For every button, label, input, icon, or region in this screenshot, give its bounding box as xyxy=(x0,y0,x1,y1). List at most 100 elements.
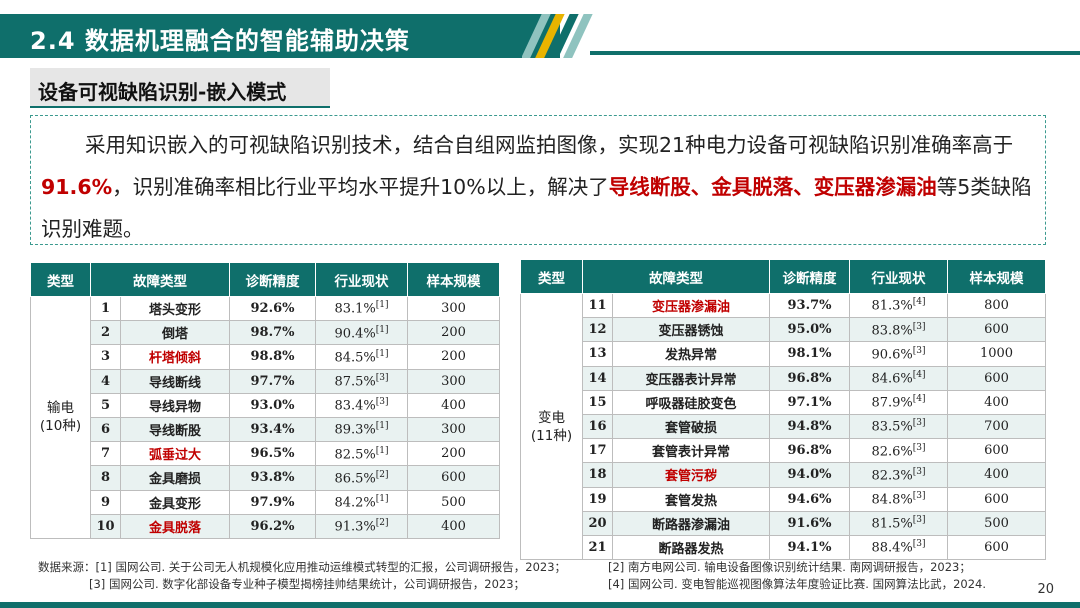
reference-mark: [3] xyxy=(912,345,926,356)
fault-name: 变压器表计异常 xyxy=(612,365,770,391)
row-number: 8 xyxy=(90,465,121,491)
paragraph-text-2: ，识别准确率相比行业平均水平提升10%以上，解决了 xyxy=(112,175,609,199)
accuracy-value: 95.0% xyxy=(769,317,850,343)
table-header-row: 类型 故障类型 诊断精度 行业现状 样本规模 xyxy=(30,262,500,297)
row-number: 7 xyxy=(90,441,121,467)
sample-size-value: 300 xyxy=(407,295,500,322)
table-row: 14 变压器表计异常 96.8% 84.6%[4] 600 xyxy=(521,365,1046,391)
reference-mark: [3] xyxy=(375,397,389,408)
accuracy-value: 91.6% xyxy=(769,510,850,536)
sample-size-value: 200 xyxy=(407,344,500,370)
row-number: 10 xyxy=(90,513,121,539)
fault-name: 套管污秽 xyxy=(612,462,770,488)
table-row: 3 杆塔倾斜 98.8% 84.5%[1] 200 xyxy=(31,344,500,370)
table-row: 16 套管破损 94.8% 83.5%[3] 700 xyxy=(521,413,1046,440)
industry-value: 84.6%[4] xyxy=(849,365,948,391)
fault-name: 金具变形 xyxy=(120,489,230,515)
industry-percent: 81.3% xyxy=(871,298,913,314)
footnote-ref-3: [3] 国网公司. 数字化部设备专业种子模型揭榜挂帅结果统计，公司调研报告，20… xyxy=(89,577,526,591)
reference-mark: [1] xyxy=(375,445,389,456)
reference-mark: [1] xyxy=(375,421,389,432)
sample-size-value: 400 xyxy=(947,389,1046,415)
industry-percent: 84.5% xyxy=(334,350,376,366)
accuracy-value: 94.8% xyxy=(769,413,850,440)
reference-mark: [1] xyxy=(375,324,389,335)
industry-percent: 90.4% xyxy=(334,325,376,341)
header-industry: 行业现状 xyxy=(315,262,408,297)
industry-percent: 82.6% xyxy=(871,443,913,459)
reference-mark: [3] xyxy=(912,539,926,550)
reference-mark: [3] xyxy=(912,321,926,332)
footnote-ref-1: 数据来源：[1] 国网公司. 关于公司无人机规模化应用推动运维模式转型的汇报，公… xyxy=(38,560,567,574)
industry-value: 83.5%[3] xyxy=(849,413,948,440)
reference-mark: [4] xyxy=(912,297,926,308)
industry-percent: 89.3% xyxy=(334,422,376,438)
sample-size-value: 200 xyxy=(407,320,500,346)
table-row: 5 导线异物 93.0% 83.4%[3] 400 xyxy=(31,392,500,418)
header-type: 类型 xyxy=(30,262,91,297)
fault-name: 导线断股 xyxy=(120,416,230,443)
accuracy-value: 94.1% xyxy=(769,534,850,561)
table-row: 变电 (11种) 11 变压器渗漏油 93.7% 81.3%[4] 800 xyxy=(520,292,1046,561)
industry-value: 82.6%[3] xyxy=(849,438,948,464)
fault-name: 套管破损 xyxy=(612,413,770,440)
industry-value: 81.5%[3] xyxy=(849,510,948,536)
accuracy-value: 94.0% xyxy=(769,462,850,488)
accuracy-value: 98.8% xyxy=(229,344,316,370)
industry-percent: 84.8% xyxy=(871,492,913,508)
table-row: 9 金具变形 97.9% 84.2%[1] 500 xyxy=(31,489,500,515)
reference-mark: [3] xyxy=(912,442,926,453)
reference-mark: [3] xyxy=(375,372,389,383)
sample-size-value: 600 xyxy=(407,465,500,491)
accuracy-value: 92.6% xyxy=(229,295,316,322)
accuracy-value: 98.1% xyxy=(769,341,850,367)
industry-percent: 86.5% xyxy=(334,471,376,487)
fault-name: 发热异常 xyxy=(612,341,770,367)
sample-size-value: 200 xyxy=(407,441,500,467)
category-cell: 输电 (10种) xyxy=(30,296,91,539)
table-row: 12 变压器锈蚀 95.0% 83.8%[3] 600 xyxy=(521,317,1046,343)
paragraph-highlight-defects: 导线断股、金具脱落、变压器渗漏油 xyxy=(608,175,937,199)
accuracy-value: 93.4% xyxy=(229,416,316,443)
category-cell: 变电 (11种) xyxy=(520,292,583,561)
industry-percent: 82.3% xyxy=(871,468,913,484)
page-title: 2.4 数据机理融合的智能辅助决策 xyxy=(30,27,410,55)
sample-size-value: 400 xyxy=(407,392,500,418)
industry-percent: 88.4% xyxy=(871,540,913,556)
fault-name: 变压器渗漏油 xyxy=(612,292,770,319)
sample-size-value: 300 xyxy=(407,368,500,394)
industry-percent: 87.9% xyxy=(871,395,913,411)
industry-value: 84.8%[3] xyxy=(849,486,948,512)
row-number: 12 xyxy=(582,317,613,343)
fault-name: 套管表计异常 xyxy=(612,438,770,464)
sample-size-value: 700 xyxy=(947,413,1046,440)
header-bar: 2.4 数据机理融合的智能辅助决策 xyxy=(0,14,560,58)
row-number: 13 xyxy=(582,341,613,367)
header-sample-size: 样本规模 xyxy=(947,259,1046,294)
header-accuracy: 诊断精度 xyxy=(769,259,850,294)
row-number: 3 xyxy=(90,344,121,370)
header-fault-type: 故障类型 xyxy=(90,262,230,297)
row-number: 15 xyxy=(582,389,613,415)
accuracy-value: 97.1% xyxy=(769,389,850,415)
row-number: 20 xyxy=(582,510,613,536)
reference-mark: [4] xyxy=(912,369,926,380)
reference-mark: [3] xyxy=(912,418,926,429)
table-row: 2 倒塔 98.7% 90.4%[1] 200 xyxy=(31,320,500,346)
fault-name: 导线断线 xyxy=(120,368,230,394)
sample-size-value: 400 xyxy=(407,513,500,539)
row-number: 4 xyxy=(90,368,121,394)
industry-percent: 91.3% xyxy=(334,519,376,535)
paragraph-highlight-accuracy: 91.6% xyxy=(41,175,113,199)
industry-value: 91.3%[2] xyxy=(315,513,408,539)
row-number: 21 xyxy=(582,534,613,561)
header-accuracy: 诊断精度 xyxy=(229,262,316,297)
accuracy-value: 96.5% xyxy=(229,441,316,467)
table-row: 4 导线断线 97.7% 87.5%[3] 300 xyxy=(31,368,500,394)
reference-mark: [3] xyxy=(912,515,926,526)
paragraph-text-3: 等5类缺陷识别难题。 xyxy=(41,175,1032,241)
accuracy-value: 93.7% xyxy=(769,292,850,319)
sample-size-value: 300 xyxy=(407,416,500,443)
table-row: 17 套管表计异常 96.8% 82.6%[3] 600 xyxy=(521,438,1046,464)
accuracy-value: 93.0% xyxy=(229,392,316,418)
